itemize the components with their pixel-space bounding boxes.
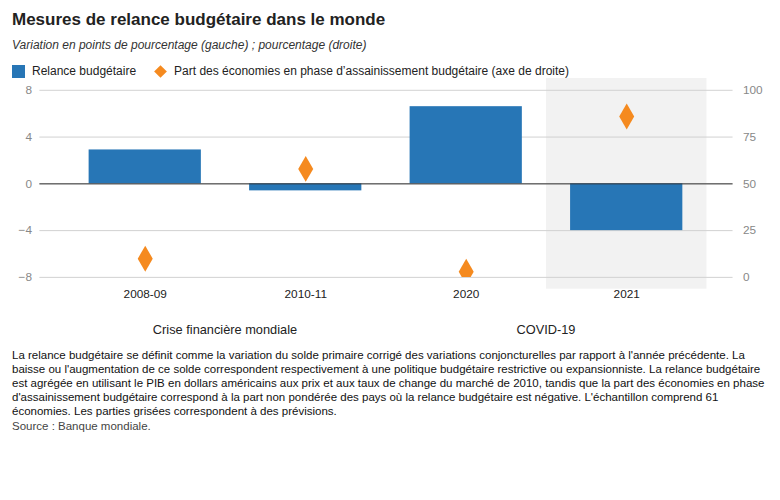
html-text:Part des économies en phase d’: Part des économies en phase d’assainisse… bbox=[174, 64, 569, 78]
svg-text:−4: −4 bbox=[19, 223, 33, 237]
svg-text:8: 8 bbox=[25, 83, 32, 97]
svg-text:50: 50 bbox=[743, 177, 757, 191]
svg-text:2008-09: 2008-09 bbox=[124, 287, 167, 301]
svg-text:0: 0 bbox=[743, 270, 750, 284]
html-text:Relance budgétaire: Relance budgétaire bbox=[32, 64, 137, 78]
svg-text:2020: 2020 bbox=[453, 287, 480, 301]
svg-text:2010-11: 2010-11 bbox=[285, 287, 327, 301]
svg-text:0: 0 bbox=[25, 177, 32, 191]
svg-text:4: 4 bbox=[25, 130, 32, 144]
html-text:Mesures de relance budgétaire: Mesures de relance budgétaire dans le mo… bbox=[12, 10, 386, 29]
svg-text:−8: −8 bbox=[19, 270, 33, 284]
svg-text:Crise financière mondiale: Crise financière mondiale bbox=[153, 322, 297, 337]
svg-text:75: 75 bbox=[743, 130, 757, 144]
html-text:Source : Banque mondiale.: Source : Banque mondiale. bbox=[12, 419, 151, 432]
html-text:La relance budgétaire se défin: La relance budgétaire se définit comme l… bbox=[12, 348, 765, 417]
svg-text:25: 25 bbox=[743, 223, 757, 237]
svg-text:2021: 2021 bbox=[614, 287, 640, 301]
svg-text:100: 100 bbox=[743, 83, 763, 97]
svg-text:COVID-19: COVID-19 bbox=[516, 322, 575, 337]
html-text:Variation en points de pourcen: Variation en points de pourcentage (gauc… bbox=[12, 38, 367, 52]
